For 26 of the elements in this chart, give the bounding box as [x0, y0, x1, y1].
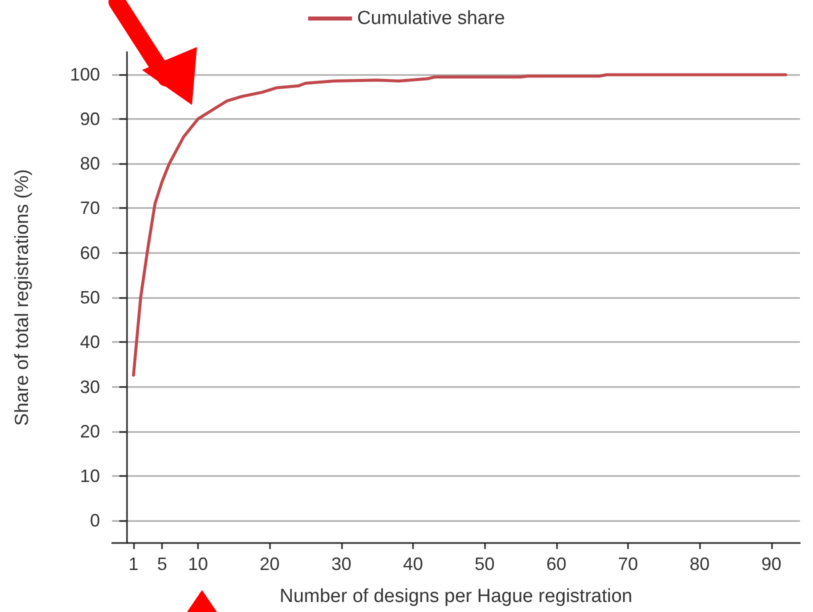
x-tick-label: 90 [761, 554, 782, 574]
y-tick-label: 90 [80, 108, 100, 129]
x-tick-label: 40 [402, 554, 424, 574]
x-tick-label: 50 [474, 554, 495, 574]
y-tick-label: 40 [80, 332, 100, 352]
x-tick-label: 10 [188, 554, 208, 574]
x-axis-title: Number of designs per Hague registration [280, 586, 632, 607]
y-axis-title: Share of total registrations (%) [12, 169, 33, 426]
legend-label: Cumulative share [357, 8, 505, 29]
x-tick-label: 20 [260, 554, 280, 574]
y-tick-label: 100 [70, 64, 100, 84]
x-tick-label: 30 [331, 554, 352, 574]
x-tick-label: 5 [157, 554, 168, 574]
x-tick-label: 80 [690, 554, 710, 574]
y-tick-label: 30 [80, 376, 100, 397]
y-tick-label: 10 [80, 466, 100, 486]
x-tick-label: 1 [128, 554, 139, 574]
x-tick-label: 60 [546, 554, 566, 574]
x-tick-label: 70 [618, 554, 638, 574]
y-tick-label: 0 [90, 510, 100, 531]
y-tick-label: 50 [80, 288, 100, 308]
line-series [132, 73, 788, 377]
y-tick-label: 20 [80, 421, 100, 442]
y-tick-label: 70 [80, 198, 100, 218]
y-tick-label: 60 [80, 242, 100, 263]
y-tick-label: 80 [80, 154, 100, 174]
